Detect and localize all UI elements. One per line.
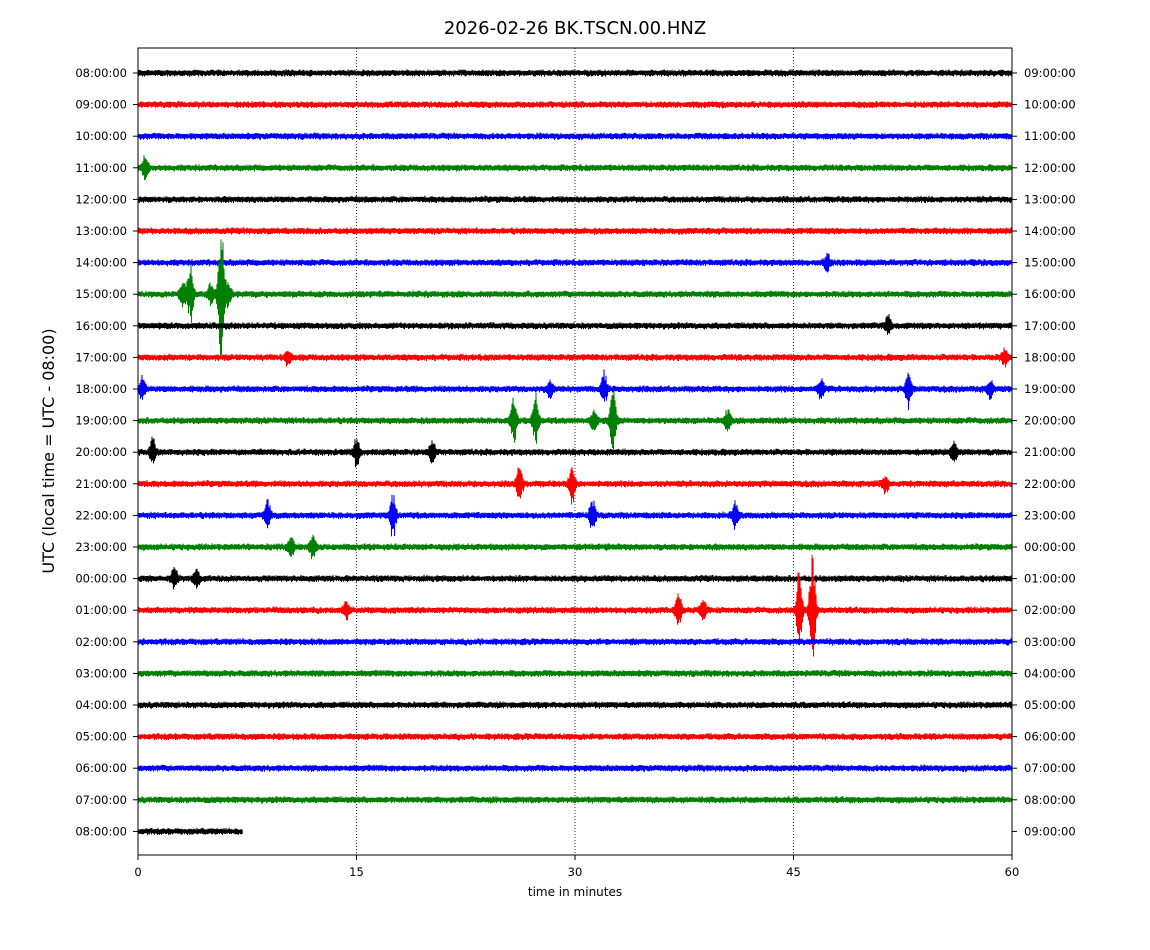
- y-tick-label-utc-3: 11:00:00: [75, 161, 127, 175]
- y-tick-label-local-0: 09:00:00: [1024, 66, 1076, 80]
- y-tick-label-utc-5: 13:00:00: [75, 224, 127, 238]
- trace-row-1: [137, 100, 1013, 109]
- y-tick-label-utc-20: 04:00:00: [75, 698, 127, 712]
- trace-row-16: [137, 566, 1013, 590]
- y-tick-label-local-3: 12:00:00: [1024, 161, 1076, 175]
- trace-row-7: [137, 239, 1013, 358]
- y-axis-label: UTC (local time = UTC - 08:00): [39, 328, 58, 573]
- y-tick-label-utc-12: 20:00:00: [75, 445, 127, 459]
- y-tick-label-local-4: 13:00:00: [1024, 192, 1076, 206]
- trace-row-12: [137, 436, 1013, 468]
- y-tick-label-utc-11: 19:00:00: [75, 414, 127, 428]
- x-tick-label-0: 0: [134, 865, 141, 879]
- y-tick-label-utc-13: 21:00:00: [75, 477, 127, 491]
- y-tick-label-local-2: 11:00:00: [1024, 129, 1076, 143]
- y-tick-label-local-14: 23:00:00: [1024, 508, 1076, 522]
- trace-row-24: [137, 827, 243, 836]
- y-tick-label-utc-10: 18:00:00: [75, 382, 127, 396]
- trace-row-11: [137, 390, 1013, 450]
- trace-row-2: [137, 132, 1013, 140]
- y-tick-label-local-18: 03:00:00: [1024, 635, 1076, 649]
- y-tick-label-local-20: 05:00:00: [1024, 698, 1076, 712]
- trace-row-18: [137, 638, 1013, 646]
- y-tick-label-local-13: 22:00:00: [1024, 477, 1076, 491]
- y-tick-label-local-21: 06:00:00: [1024, 730, 1076, 744]
- trace-row-20: [137, 701, 1013, 709]
- y-tick-label-utc-6: 14:00:00: [75, 256, 127, 270]
- y-tick-label-utc-0: 08:00:00: [75, 66, 127, 80]
- trace-row-4: [137, 195, 1013, 204]
- trace-row-21: [137, 732, 1013, 741]
- y-tick-label-local-22: 07:00:00: [1024, 761, 1076, 775]
- trace-row-15: [137, 534, 1013, 560]
- right-y-axis-local: 09:00:00 10:00:00 11:00:00 12:00:00 13:00:00…: [1012, 66, 1076, 838]
- y-tick-label-local-23: 08:00:00: [1024, 793, 1076, 807]
- x-axis: 0 15 30 45 60: [134, 855, 1019, 879]
- trace-row-6: [137, 252, 1013, 273]
- y-tick-label-utc-14: 22:00:00: [75, 508, 127, 522]
- seismic-traces: [137, 69, 1013, 836]
- y-tick-label-local-8: 17:00:00: [1024, 319, 1076, 333]
- x-tick-label-15: 15: [349, 865, 364, 879]
- trace-row-8: [137, 313, 1013, 335]
- trace-row-19: [137, 669, 1013, 678]
- y-tick-label-utc-15: 23:00:00: [75, 540, 127, 554]
- trace-row-17: [137, 554, 1013, 657]
- y-tick-label-local-6: 15:00:00: [1024, 256, 1076, 270]
- trace-row-3: [137, 155, 1013, 181]
- trace-row-10: [137, 369, 1013, 411]
- trace-row-22: [137, 764, 1013, 772]
- trace-row-13: [137, 467, 1013, 505]
- y-tick-label-local-10: 19:00:00: [1024, 382, 1076, 396]
- y-tick-label-utc-16: 00:00:00: [75, 572, 127, 586]
- x-tick-label-45: 45: [786, 865, 801, 879]
- x-tick-label-60: 60: [1005, 865, 1020, 879]
- trace-row-0: [137, 69, 1013, 77]
- y-tick-label-utc-21: 05:00:00: [75, 730, 127, 744]
- y-tick-label-utc-19: 03:00:00: [75, 666, 127, 680]
- y-tick-label-local-16: 01:00:00: [1024, 572, 1076, 586]
- y-tick-label-utc-22: 06:00:00: [75, 761, 127, 775]
- trace-row-23: [137, 796, 1013, 804]
- y-tick-label-utc-7: 15:00:00: [75, 287, 127, 301]
- trace-row-5: [137, 227, 1013, 235]
- y-tick-label-local-9: 18:00:00: [1024, 350, 1076, 364]
- y-tick-label-utc-17: 01:00:00: [75, 603, 127, 617]
- y-tick-label-utc-23: 07:00:00: [75, 793, 127, 807]
- y-tick-label-local-1: 10:00:00: [1024, 98, 1076, 112]
- y-tick-label-utc-9: 17:00:00: [75, 350, 127, 364]
- y-tick-label-utc-4: 12:00:00: [75, 192, 127, 206]
- y-tick-label-local-15: 00:00:00: [1024, 540, 1076, 554]
- y-tick-label-utc-1: 09:00:00: [75, 98, 127, 112]
- left-y-axis-utc: 08:00:00 09:00:00 10:00:00 11:00:00 12:00:00…: [75, 66, 138, 838]
- y-tick-label-utc-18: 02:00:00: [75, 635, 127, 649]
- x-axis-label: time in minutes: [528, 885, 622, 899]
- trace-row-14: [137, 494, 1013, 537]
- y-tick-label-local-11: 20:00:00: [1024, 414, 1076, 428]
- y-tick-label-local-19: 04:00:00: [1024, 666, 1076, 680]
- y-tick-label-local-7: 16:00:00: [1024, 287, 1076, 301]
- y-tick-label-local-17: 02:00:00: [1024, 603, 1076, 617]
- y-tick-label-utc-2: 10:00:00: [75, 129, 127, 143]
- y-tick-label-utc-24: 08:00:00: [75, 824, 127, 838]
- grid-lines: [356, 48, 794, 855]
- x-tick-label-30: 30: [568, 865, 583, 879]
- y-tick-label-local-24: 09:00:00: [1024, 824, 1076, 838]
- y-tick-label-utc-8: 16:00:00: [75, 319, 127, 333]
- trace-row-9: [137, 347, 1013, 368]
- y-tick-label-local-5: 14:00:00: [1024, 224, 1076, 238]
- y-tick-label-local-12: 21:00:00: [1024, 445, 1076, 459]
- chart-title: 2026-02-26 BK.TSCN.00.HNZ: [444, 18, 706, 39]
